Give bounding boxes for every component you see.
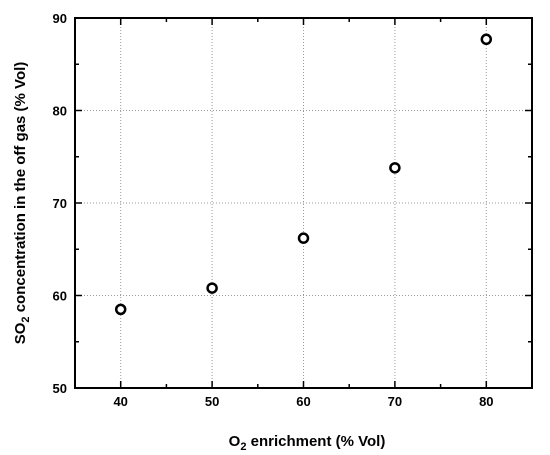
x-tick-label: 70	[388, 394, 402, 409]
x-axis-ticks: 40 50 60 70 80	[74, 18, 533, 409]
data-point	[206, 282, 218, 294]
data-point	[114, 303, 127, 316]
data-point	[389, 162, 401, 174]
data-point	[297, 232, 310, 244]
y-tick-label: 60	[53, 289, 67, 304]
y-tick-label: 80	[53, 104, 67, 119]
x-tick-label: 50	[205, 394, 219, 409]
y-axis-title-prefix: SO	[12, 322, 29, 344]
x-axis-title: O2 enrichment (% Vol)	[229, 433, 386, 453]
x-axis-title-subscript: 2	[240, 441, 246, 453]
x-tick-label: 80	[479, 394, 493, 409]
data-point	[480, 33, 493, 46]
y-tick-label: 70	[53, 196, 67, 211]
data-points	[114, 33, 493, 316]
y-tick-label: 90	[53, 11, 67, 26]
gridlines	[75, 17, 532, 389]
y-axis-ticks: 50 60 70 80 90	[53, 11, 532, 396]
y-axis-title-suffix: concentration in the off gas (% Vol)	[12, 62, 29, 317]
y-axis-title-subscript: 2	[20, 316, 32, 322]
x-tick-label: 60	[296, 394, 310, 409]
x-axis-title-suffix: enrichment (% Vol)	[246, 433, 385, 450]
y-tick-label: 50	[53, 381, 67, 396]
x-tick-label: 40	[113, 394, 127, 409]
y-axis-title: SO2 concentration in the off gas (% Vol)	[12, 62, 32, 345]
x-axis-title-prefix: O	[229, 433, 241, 450]
